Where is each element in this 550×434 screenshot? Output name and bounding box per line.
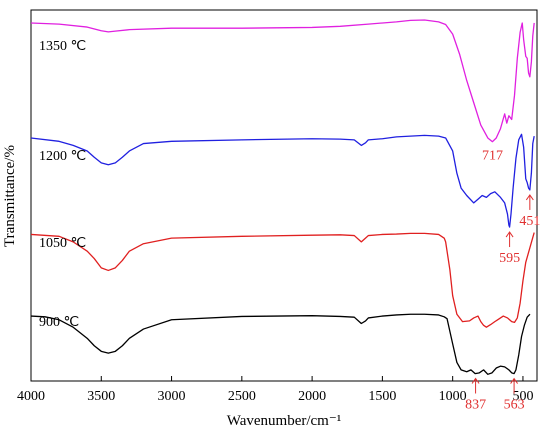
peak-arrow-head-595 xyxy=(505,231,514,238)
plot-frame xyxy=(30,9,538,382)
series-label-1200: 1200 ℃ xyxy=(39,149,86,164)
series-line-2 xyxy=(30,232,535,328)
series-line-1 xyxy=(30,133,535,228)
peak-label-451: 451 xyxy=(519,214,540,229)
series-line-0 xyxy=(30,19,535,143)
x-tick-label-500: 500 xyxy=(512,389,533,404)
peak-label-563: 563 xyxy=(504,398,525,413)
peak-arrow-head-837 xyxy=(471,377,480,384)
x-tick-label-3500: 3500 xyxy=(87,389,115,404)
peak-arrow-head-563 xyxy=(510,377,518,384)
peak-label-837: 837 xyxy=(465,398,486,413)
peak-arrow-head-451 xyxy=(525,194,534,201)
x-axis-title: Wavenumber/cm⁻¹ xyxy=(227,413,342,429)
series-label-1050: 1050 ℃ xyxy=(39,236,86,251)
peak-label-717: 717 xyxy=(482,149,503,164)
series-line-3 xyxy=(30,313,531,375)
series-label-1350: 1350 ℃ xyxy=(39,39,86,54)
series-label-900: 900 ℃ xyxy=(39,315,79,330)
peak-label-595: 595 xyxy=(499,251,520,266)
x-tick-label-1000: 1000 xyxy=(439,389,467,404)
x-tick-label-2500: 2500 xyxy=(228,389,256,404)
x-tick-label-1500: 1500 xyxy=(368,389,396,404)
peak-annotations: 717 595 451 837 563 xyxy=(465,149,540,413)
x-tick-label-3000: 3000 xyxy=(158,389,186,404)
x-tick-label-4000: 4000 xyxy=(17,389,45,404)
x-axis-ticks: 4000 3500 3000 2500 2000 1500 1000 500 xyxy=(17,376,533,404)
y-axis-title: Transmittance/% xyxy=(2,145,18,247)
series-group xyxy=(30,19,535,375)
x-tick-label-2000: 2000 xyxy=(298,389,326,404)
